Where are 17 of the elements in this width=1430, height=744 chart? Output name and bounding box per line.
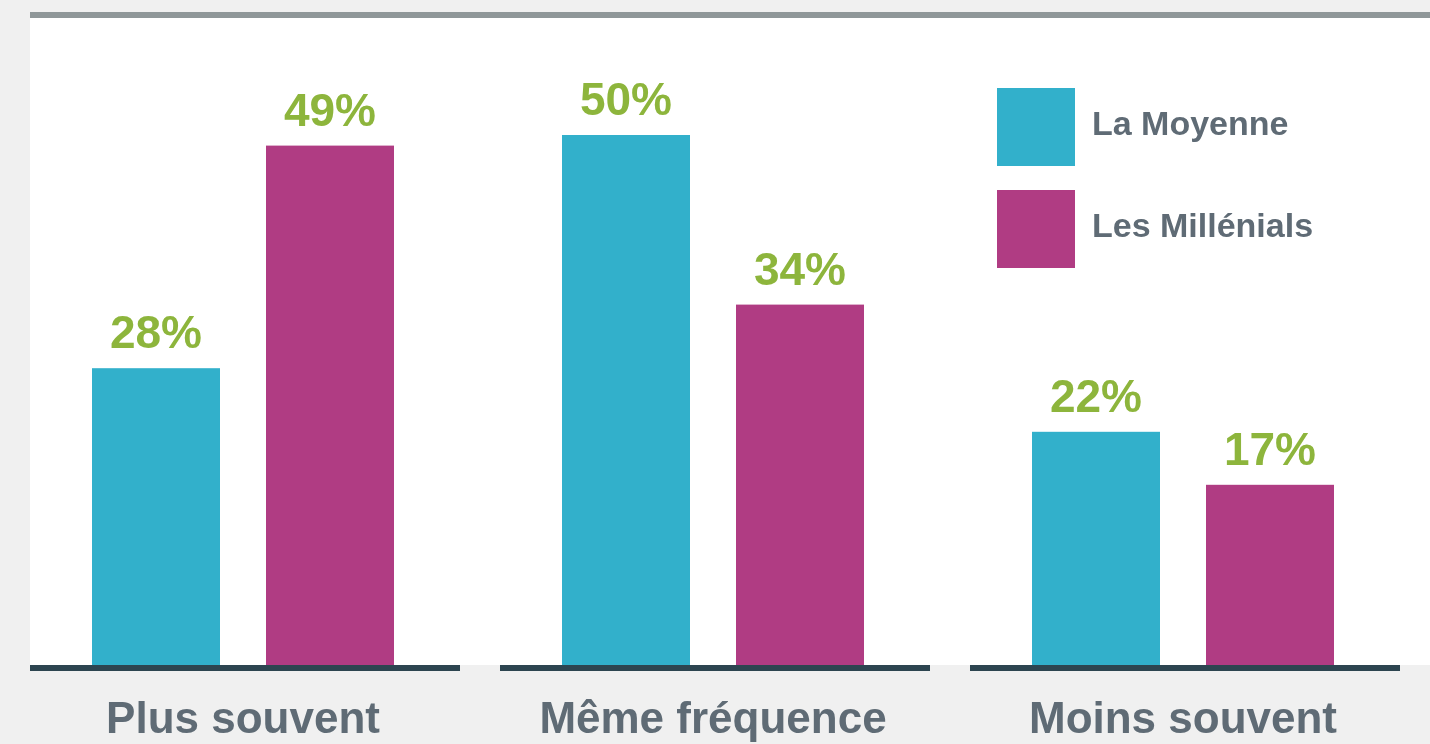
data-label: 22% [1049, 369, 1143, 422]
legend-label: Les Millénials [1092, 206, 1314, 244]
x-tick-label: Moins souvent [1028, 693, 1338, 742]
data-label: 49% [283, 83, 377, 136]
bar [1206, 484, 1334, 665]
bar [92, 368, 220, 665]
x-tick-label: Même fréquence [539, 693, 887, 742]
x-tick-label: Plus souvent [106, 693, 381, 742]
data-label: 34% [753, 242, 847, 295]
data-label: 50% [579, 73, 673, 125]
legend-label: La Moyenne [1092, 104, 1289, 142]
bar [266, 145, 394, 665]
bar [562, 135, 690, 665]
bar [1032, 431, 1160, 665]
bar [736, 304, 864, 665]
data-label: 17% [1223, 422, 1317, 475]
data-label: 28% [109, 306, 203, 359]
